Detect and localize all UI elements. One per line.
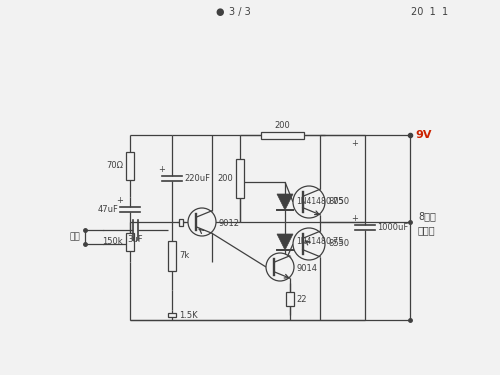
Polygon shape: [277, 194, 293, 210]
Text: 0.75: 0.75: [325, 237, 344, 246]
Text: 220uF: 220uF: [184, 174, 210, 183]
Text: +: +: [158, 165, 165, 174]
Text: 8欧姆: 8欧姆: [418, 211, 436, 221]
Polygon shape: [277, 234, 293, 250]
Text: 扬声器: 扬声器: [418, 225, 436, 235]
Bar: [168, 313, 176, 317]
Text: 200: 200: [274, 121, 290, 130]
Text: 7k: 7k: [179, 252, 189, 261]
Bar: [236, 159, 244, 198]
Bar: [286, 292, 294, 306]
Text: 3 / 3: 3 / 3: [229, 7, 251, 17]
Bar: [126, 152, 134, 180]
Text: 9V: 9V: [415, 130, 432, 140]
Text: 200: 200: [217, 174, 233, 183]
Text: 47uF: 47uF: [97, 205, 118, 214]
Text: 1N4148: 1N4148: [296, 198, 326, 207]
Text: 22: 22: [297, 295, 308, 304]
Circle shape: [293, 228, 325, 260]
Text: ●: ●: [216, 7, 224, 17]
Bar: [126, 233, 134, 251]
Text: 150k: 150k: [102, 237, 123, 246]
Text: 8050: 8050: [328, 198, 349, 207]
Text: 输入: 输入: [69, 232, 80, 242]
Text: 9014: 9014: [297, 264, 318, 273]
Circle shape: [188, 208, 216, 236]
Bar: [168, 241, 176, 271]
Text: +: +: [351, 214, 358, 223]
Text: 9012: 9012: [219, 219, 240, 228]
Text: 20  1  1: 20 1 1: [412, 7, 449, 17]
Bar: [179, 219, 183, 225]
Text: +: +: [116, 196, 123, 205]
Text: 70Ω: 70Ω: [106, 162, 123, 171]
Text: +: +: [351, 138, 358, 147]
Text: 3uF: 3uF: [128, 235, 144, 244]
Text: 8550: 8550: [328, 240, 349, 249]
Text: 0.75: 0.75: [325, 198, 344, 207]
Text: 1.5K: 1.5K: [179, 310, 198, 320]
Circle shape: [266, 253, 294, 281]
Circle shape: [293, 186, 325, 218]
Bar: [261, 132, 304, 138]
Text: 1N4148: 1N4148: [296, 237, 326, 246]
Text: 1000uF: 1000uF: [377, 223, 408, 232]
